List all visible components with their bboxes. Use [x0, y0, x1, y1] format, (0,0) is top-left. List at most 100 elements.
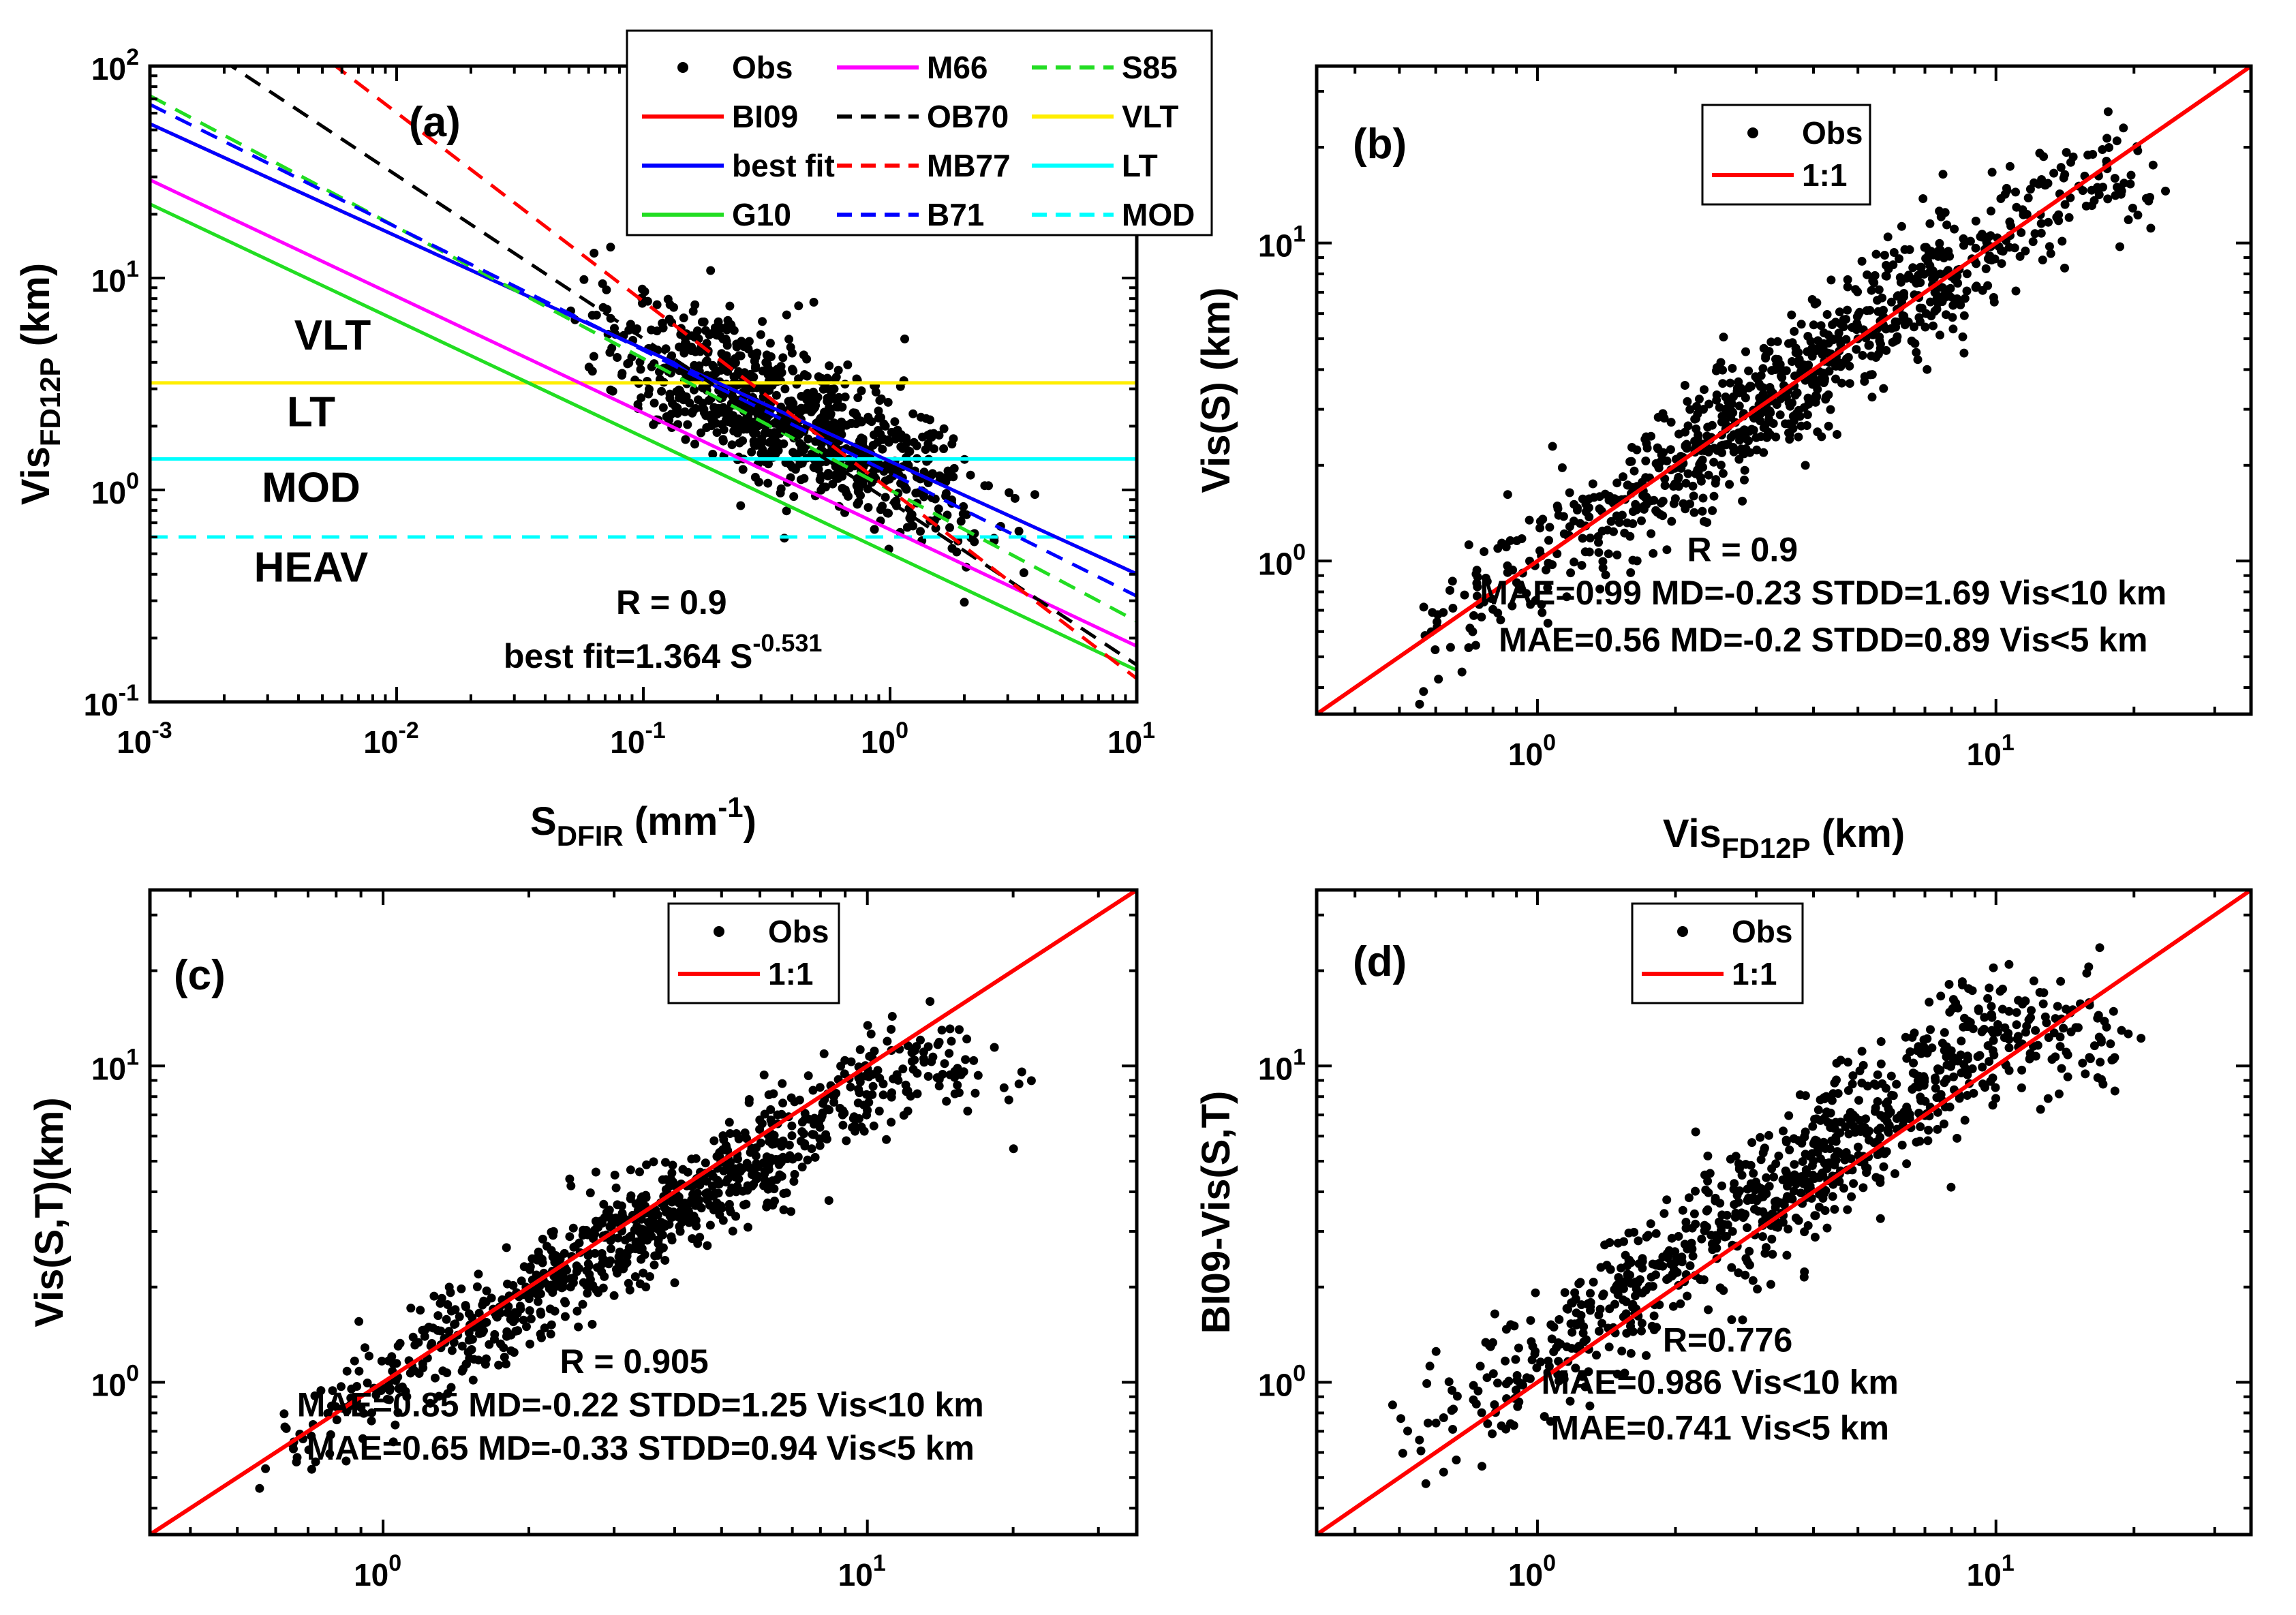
obs-point: [1748, 1276, 1758, 1285]
obs-point: [1824, 339, 1833, 348]
obs-point: [609, 1291, 619, 1300]
obs-point: [1421, 1479, 1430, 1488]
obs-point: [1792, 388, 1802, 397]
obs-point: [1919, 269, 1929, 279]
obs-point: [587, 1282, 597, 1291]
obs-point: [2022, 1021, 2032, 1031]
obs-point: [1740, 465, 1749, 475]
obs-point: [861, 1071, 870, 1081]
obs-point: [887, 1088, 896, 1098]
obs-point: [698, 383, 707, 393]
obs-point: [1481, 573, 1490, 583]
obs-point: [1588, 479, 1597, 489]
obs-point: [1804, 397, 1813, 406]
obs-point: [1477, 613, 1486, 621]
obs-point: [1554, 1357, 1563, 1366]
obs-point: [630, 1272, 640, 1281]
obs-point: [1940, 1119, 1948, 1128]
obs-point: [1560, 1288, 1570, 1297]
obs-point: [255, 1483, 264, 1493]
obs-point: [749, 437, 759, 446]
obs-point: [1565, 1396, 1575, 1406]
obs-point: [1641, 473, 1651, 482]
obs-point: [502, 1243, 511, 1252]
obs-point: [966, 470, 975, 480]
obs-point: [1899, 311, 1909, 321]
obs-point: [502, 1359, 510, 1369]
obs-point: [1824, 1158, 1834, 1167]
obs-point: [1668, 1302, 1678, 1311]
obs-point: [1472, 591, 1482, 601]
one-to-one-line: [1317, 66, 2251, 714]
obs-point: [856, 417, 865, 427]
legend-label: B71: [927, 197, 984, 232]
obs-point: [1756, 432, 1766, 442]
obs-point: [884, 437, 893, 447]
obs-point: [1530, 1349, 1540, 1359]
obs-point: [1880, 1149, 1889, 1158]
obs-point: [1887, 1090, 1897, 1100]
obs-point: [1600, 489, 1610, 499]
obs-point: [1921, 243, 1931, 252]
obs-point: [1652, 1323, 1662, 1332]
obs-point: [713, 1180, 722, 1188]
obs-point: [326, 1401, 336, 1411]
obs-point: [1483, 1419, 1493, 1428]
obs-point: [1806, 337, 1816, 346]
obs-point: [1514, 1343, 1523, 1353]
obs-point: [569, 1273, 579, 1282]
legend-label: 1:1: [1732, 956, 1777, 991]
obs-point: [1719, 1286, 1728, 1295]
obs-point: [1419, 602, 1428, 612]
legend-label: S85: [1122, 50, 1178, 85]
obs-point: [328, 1386, 337, 1396]
obs-point: [635, 1279, 645, 1289]
obs-point: [450, 1320, 459, 1329]
obs-point: [1878, 1079, 1887, 1088]
obs-point: [1752, 445, 1762, 455]
ticks-d: [1317, 890, 2251, 1535]
obs-point: [1914, 1071, 1924, 1081]
obs-point: [1883, 1097, 1893, 1107]
obs-point: [808, 403, 818, 413]
obs-point: [1881, 271, 1891, 281]
legend-label: 1:1: [768, 956, 813, 991]
obs-point: [759, 1071, 769, 1079]
obs-point: [1867, 370, 1877, 380]
obs-point: [750, 363, 760, 373]
obs-point: [1512, 1385, 1520, 1395]
obs-point: [1876, 1111, 1886, 1120]
obs-point: [1756, 1133, 1765, 1142]
legend-label: Obs: [768, 914, 829, 949]
obs-point: [672, 387, 682, 397]
obs-point: [750, 356, 759, 366]
obs-point: [849, 1112, 859, 1122]
obs-point: [1726, 412, 1736, 422]
obs-point: [624, 1233, 634, 1242]
obs-point: [538, 1258, 547, 1267]
obs-point: [457, 1366, 467, 1376]
obs-point: [1452, 1391, 1462, 1401]
obs-point: [762, 1202, 771, 1212]
obs-point: [434, 1391, 444, 1401]
obs-point: [708, 450, 718, 459]
obs-point: [954, 1088, 964, 1097]
obs-point: [658, 403, 668, 412]
obs-point: [1968, 986, 1977, 996]
obs-point: [394, 1384, 403, 1394]
obs-point: [1948, 324, 1958, 334]
obs-point: [1653, 412, 1663, 422]
obs-point: [1886, 297, 1896, 307]
obs-point: [2060, 170, 2070, 179]
obs-point: [699, 408, 709, 417]
obs-point: [1531, 1288, 1540, 1297]
obs-point: [1565, 522, 1574, 532]
obs-point: [1711, 1193, 1720, 1203]
obs-point: [1667, 1272, 1677, 1281]
obs-point: [2081, 201, 2091, 211]
obs-point: [2044, 217, 2053, 227]
obs-point: [1644, 1231, 1653, 1240]
obs-point: [1884, 1109, 1893, 1119]
obs-point: [931, 523, 940, 533]
